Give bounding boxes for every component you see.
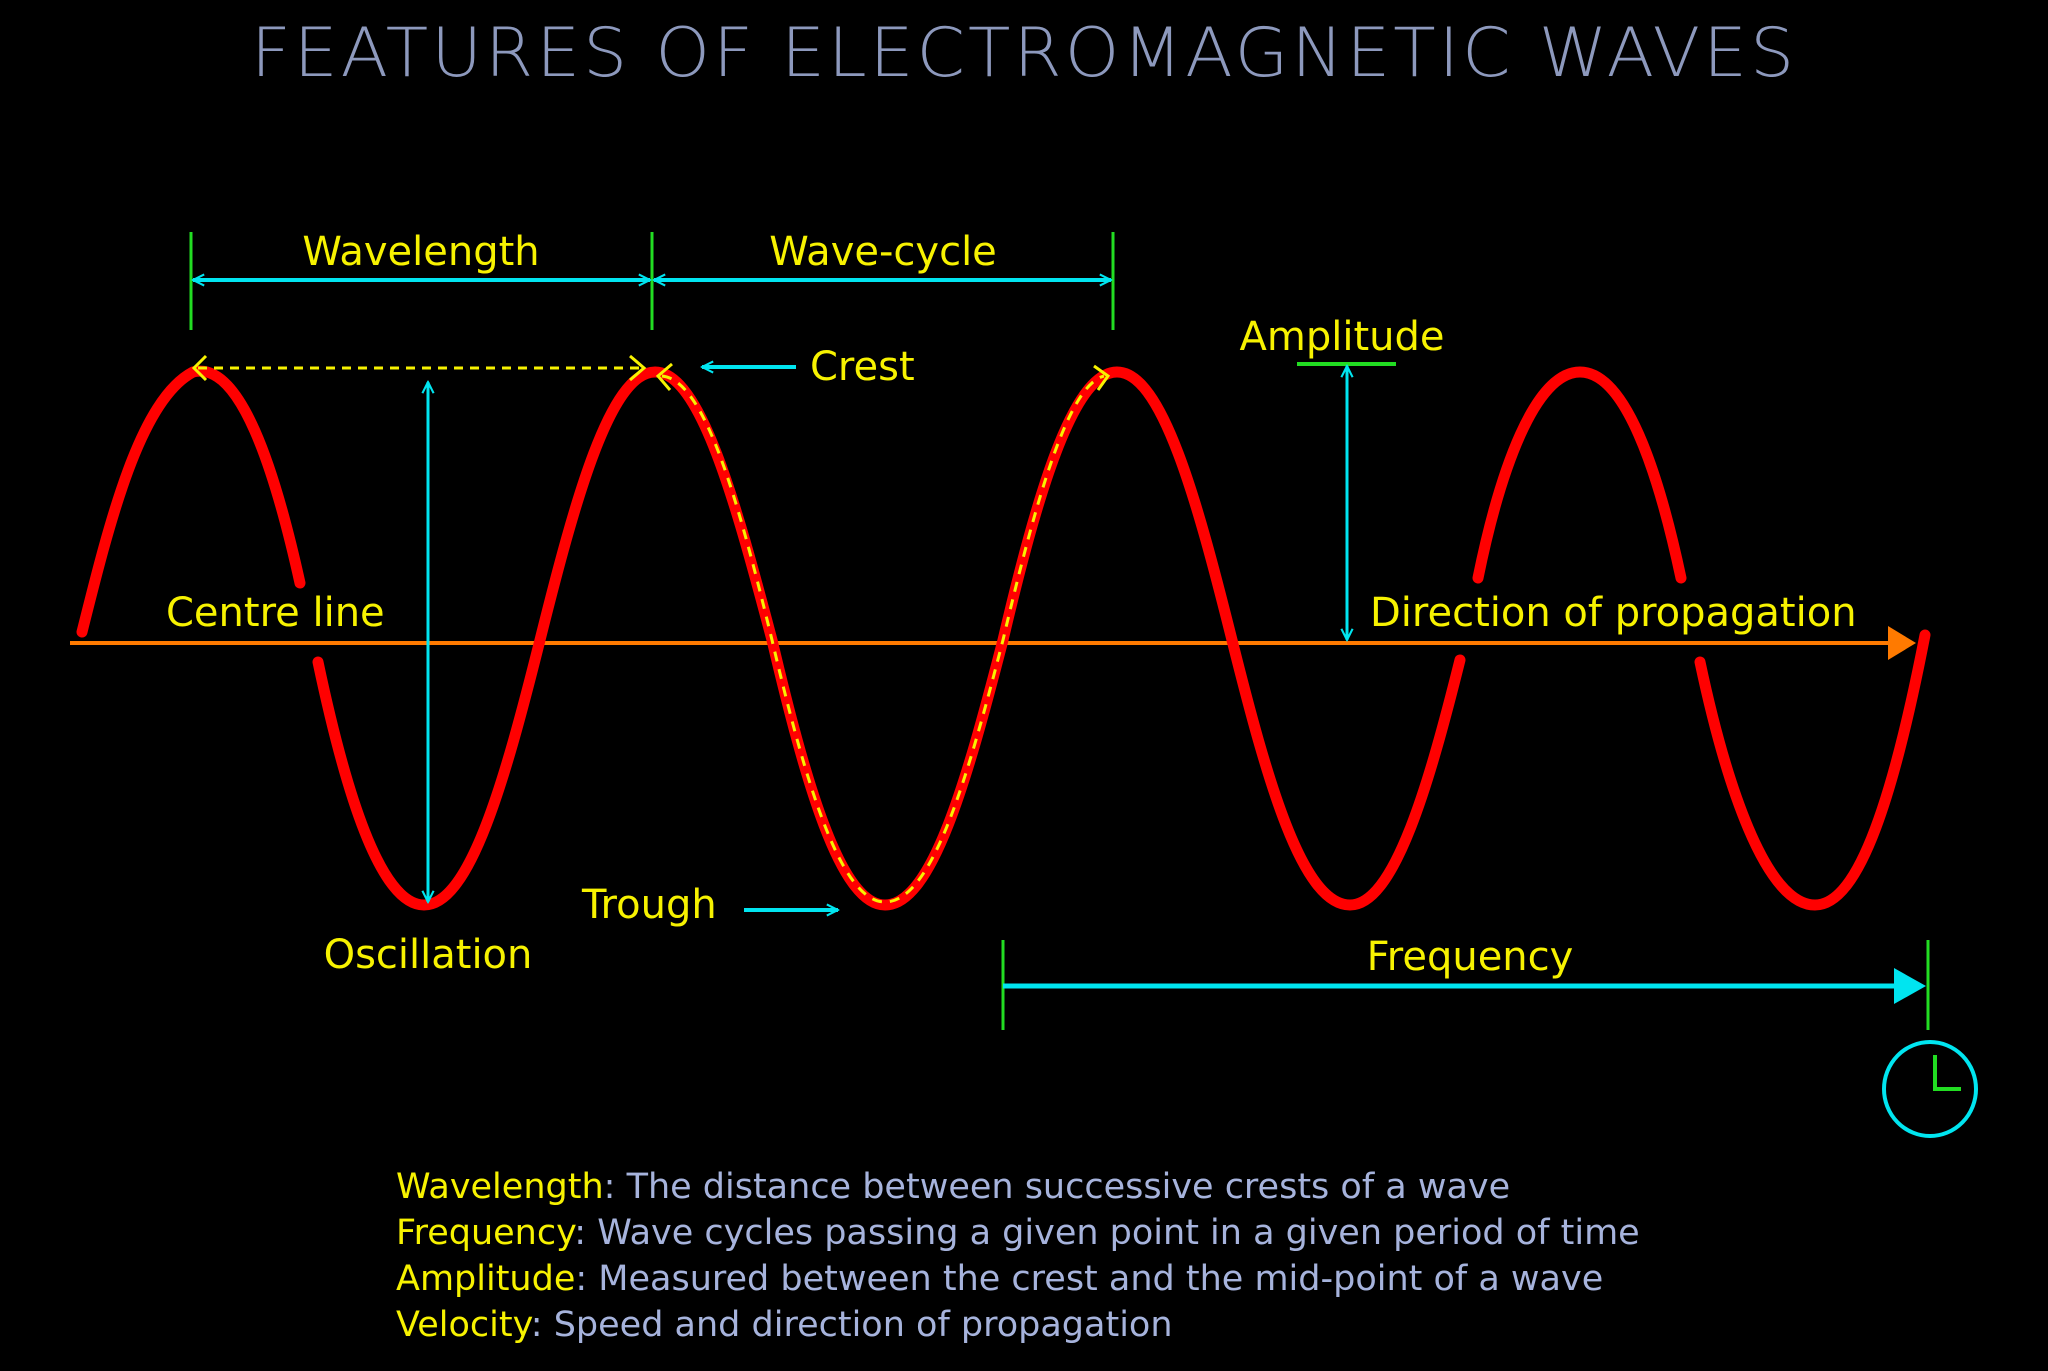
trough-label: Trough bbox=[581, 882, 717, 928]
crest-to-crest-dotted-line bbox=[191, 354, 647, 382]
definition-term: Velocity bbox=[396, 1305, 531, 1345]
wave-cycle-highlight bbox=[661, 374, 1105, 904]
frequency-label: Frequency bbox=[1367, 934, 1574, 980]
crest-label: Crest bbox=[810, 344, 915, 390]
definition-row: Wavelength: The distance between success… bbox=[396, 1167, 1511, 1207]
definition-text: Measured between the crest and the mid-p… bbox=[598, 1259, 1604, 1299]
definition-term: Wavelength bbox=[396, 1167, 604, 1207]
oscillation-label: Oscillation bbox=[324, 932, 533, 978]
wavelength-markers bbox=[189, 232, 1115, 330]
definition-term: Frequency bbox=[396, 1213, 575, 1253]
wave bbox=[76, 365, 1931, 911]
definition-text: The distance between successive crests o… bbox=[626, 1167, 1511, 1207]
definitions-list: Wavelength: The distance between success… bbox=[396, 1164, 1640, 1348]
amplitude-label: Amplitude bbox=[1240, 314, 1445, 360]
direction-label: Direction of propagation bbox=[1370, 590, 1857, 636]
definition-row: Amplitude: Measured between the crest an… bbox=[396, 1259, 1604, 1299]
definition-text: Speed and direction of propagation bbox=[553, 1305, 1173, 1345]
wavelength-label: Wavelength bbox=[302, 229, 539, 275]
direction-arrow-icon bbox=[1888, 626, 1916, 660]
centre-line-label: Centre line bbox=[166, 590, 385, 636]
centre-line bbox=[70, 626, 1916, 660]
clock-icon bbox=[1882, 1040, 1978, 1138]
definition-text: Wave cycles passing a given point in a g… bbox=[597, 1213, 1640, 1253]
definition-term: Amplitude bbox=[396, 1259, 576, 1299]
definition-row: Frequency: Wave cycles passing a given p… bbox=[396, 1213, 1640, 1253]
definition-row: Velocity: Speed and direction of propaga… bbox=[396, 1305, 1173, 1345]
frequency-arrowhead-icon bbox=[1894, 968, 1926, 1004]
page-title: FEATURES OF ELECTROMAGNETIC WAVES bbox=[250, 14, 1798, 93]
frequency-bar bbox=[1001, 940, 1930, 1030]
wave-cycle-label: Wave-cycle bbox=[769, 229, 997, 275]
